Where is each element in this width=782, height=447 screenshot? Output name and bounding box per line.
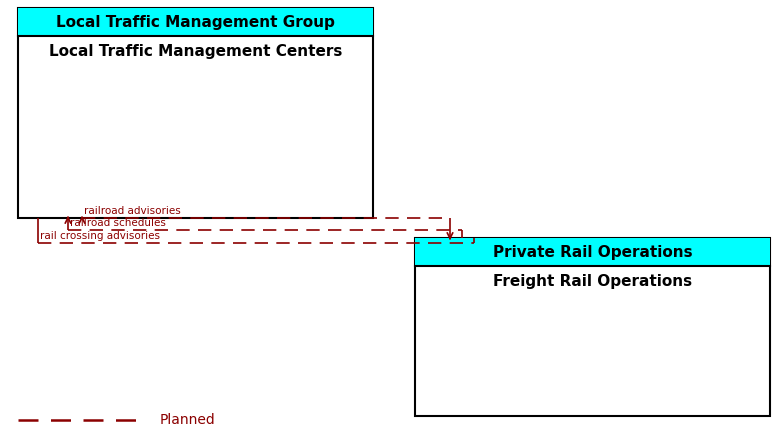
- Text: Local Traffic Management Centers: Local Traffic Management Centers: [48, 44, 343, 59]
- Text: rail crossing advisories: rail crossing advisories: [40, 231, 160, 241]
- Text: Local Traffic Management Group: Local Traffic Management Group: [56, 14, 335, 30]
- Bar: [415, 238, 770, 266]
- Text: Freight Rail Operations: Freight Rail Operations: [493, 274, 692, 289]
- Bar: [18, 8, 373, 218]
- Text: railroad advisories: railroad advisories: [84, 206, 181, 216]
- Text: Private Rail Operations: Private Rail Operations: [493, 245, 692, 260]
- Bar: [18, 8, 373, 36]
- Text: Planned: Planned: [160, 413, 216, 427]
- Text: railroad schedules: railroad schedules: [70, 218, 166, 228]
- Bar: [415, 238, 770, 416]
